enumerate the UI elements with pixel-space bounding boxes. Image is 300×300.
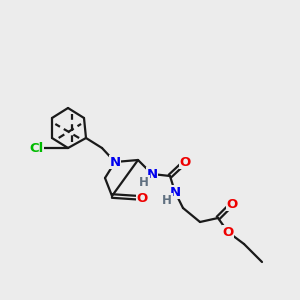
Text: H: H [162, 194, 172, 206]
Text: N: N [146, 167, 158, 181]
Text: O: O [222, 226, 234, 238]
Text: N: N [169, 185, 181, 199]
Text: O: O [179, 155, 191, 169]
Text: N: N [110, 155, 121, 169]
Text: O: O [226, 197, 238, 211]
Text: H: H [139, 176, 149, 188]
Text: O: O [136, 191, 148, 205]
Text: Cl: Cl [29, 142, 43, 154]
